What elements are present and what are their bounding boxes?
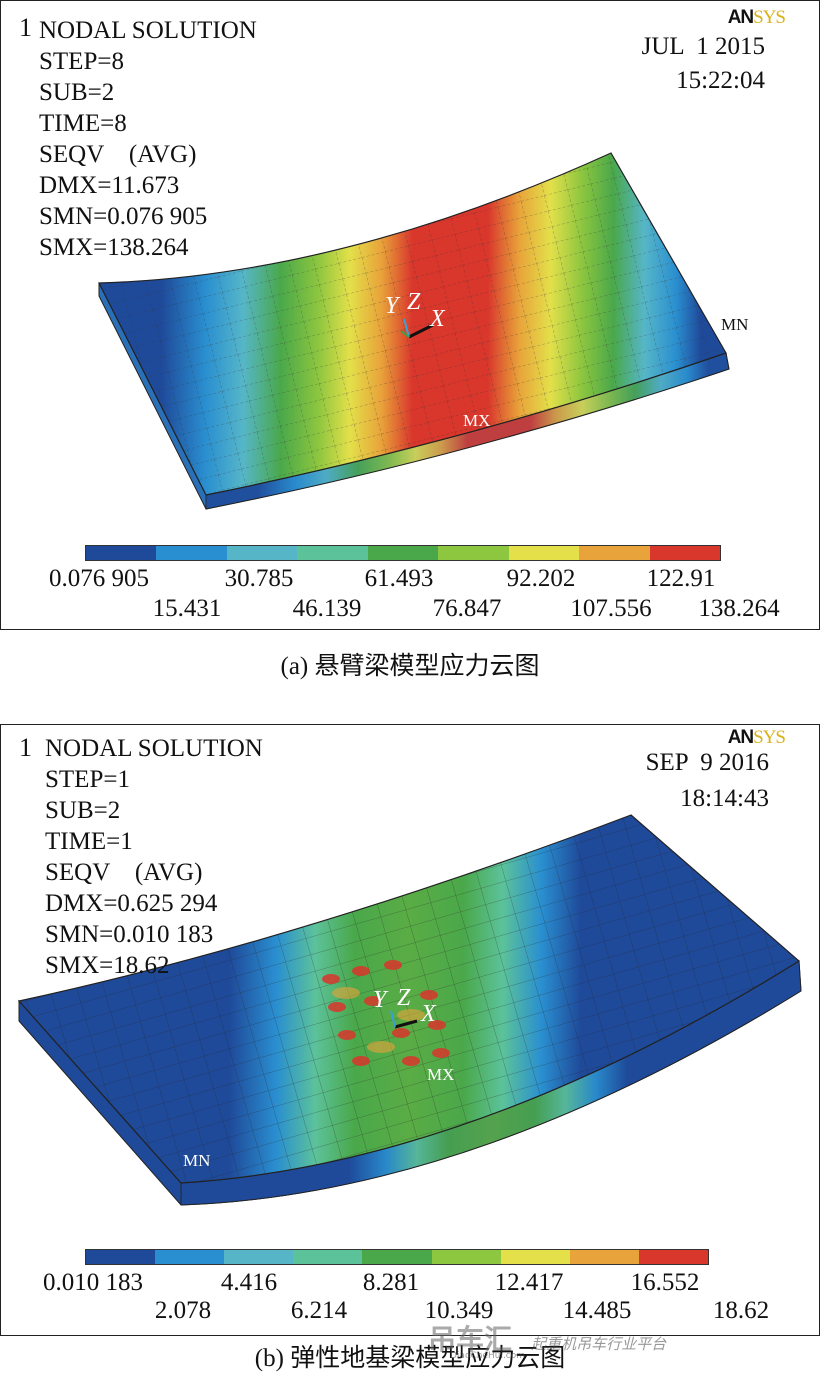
figure-number: 1 — [19, 733, 32, 762]
elastic-foundation-beam-contour-model — [17, 814, 802, 1206]
plot-time: 18:14:43 — [680, 785, 769, 812]
min-marker: MN — [183, 1151, 211, 1170]
stress-plot-panel-b: 1 NODAL SOLUTION STEP=1 SUB=2 TIME=1 SEQ… — [0, 724, 820, 1336]
info-line: NODAL SOLUTION — [39, 17, 257, 44]
info-line: SMN=0.010 183 — [45, 921, 214, 948]
watermark: 吊车汇 起重机吊车行业平台 DiaoCheHui.com — [428, 1318, 667, 1361]
legend-label: 0.010 183 — [43, 1269, 143, 1296]
legend-label: 107.556 — [570, 595, 652, 622]
legend-label: 4.416 — [220, 1269, 278, 1296]
color-legend-bar — [85, 545, 721, 561]
axis-triad-a — [400, 318, 434, 339]
legend-label: 122.91 — [646, 565, 716, 592]
axis-label-x: X — [421, 1001, 436, 1027]
legend-color-band — [569, 1250, 639, 1264]
legend-color-band — [500, 1250, 570, 1264]
info-line: SMX=18.62 — [45, 952, 170, 979]
legend-label: 6.214 — [290, 1297, 348, 1324]
legend-color-band — [86, 546, 157, 560]
axis-label-z: Z — [397, 985, 411, 1011]
legend-label: 46.139 — [292, 595, 362, 622]
legend-label: 76.847 — [432, 595, 502, 622]
info-line: SMN=0.076 905 — [39, 203, 208, 230]
ansys-logo: ANSYS — [727, 7, 786, 28]
cantilever-beam-contour-model — [98, 152, 730, 510]
max-marker: MX — [463, 411, 491, 430]
info-line: SUB=2 — [45, 797, 121, 824]
legend-color-band — [438, 546, 509, 560]
info-line: DMX=0.625 294 — [45, 890, 218, 917]
legend-label: 138.264 — [698, 595, 780, 622]
info-line: SUB=2 — [39, 79, 115, 106]
axis-label-z: Z — [407, 289, 421, 315]
info-line: TIME=8 — [39, 110, 127, 137]
watermark-url: DiaoCheHui.com — [450, 1351, 526, 1361]
legend-label: 10.349 — [424, 1297, 494, 1324]
info-line: STEP=1 — [45, 766, 130, 793]
legend-label: 18.62 — [712, 1297, 770, 1324]
info-line: STEP=8 — [39, 48, 124, 75]
legend-label: 15.431 — [152, 595, 222, 622]
legend-label: 61.493 — [364, 565, 434, 592]
legend-label: 8.281 — [362, 1269, 420, 1296]
ansys-logo: ANSYS — [727, 727, 786, 748]
stress-plot-panel-a: 1 NODAL SOLUTION STEP=8 SUB=2 TIME=8 SEQ… — [0, 0, 820, 630]
legend-color-band — [224, 1250, 294, 1264]
figure-number: 1 — [19, 13, 32, 42]
legend-color-band — [649, 546, 720, 560]
legend-label: 0.076 905 — [49, 565, 149, 592]
info-line: SEQV (AVG) — [39, 141, 197, 168]
plot-time: 15:22:04 — [676, 67, 765, 94]
axis-label-x: X — [430, 306, 445, 332]
caption-a: (a) 悬臂梁模型应力云图 — [280, 653, 540, 680]
legend-color-band — [226, 546, 298, 560]
plot-date: SEP 9 2016 — [645, 749, 769, 776]
plot-date: JUL 1 2015 — [641, 33, 765, 60]
axis-triad-b — [390, 1010, 418, 1029]
legend-label: 2.078 — [154, 1297, 212, 1324]
info-line: DMX=11.673 — [39, 172, 180, 199]
legend-color-band — [156, 546, 227, 560]
legend-color-band — [638, 1250, 708, 1264]
solution-info-list-b: NODAL SOLUTION STEP=1 SUB=2 TIME=1 SEQV … — [45, 733, 263, 981]
legend-label: 30.785 — [224, 565, 294, 592]
legend-label: 14.485 — [562, 1297, 632, 1324]
info-line: SMX=138.264 — [39, 234, 189, 261]
legend-color-band — [362, 1250, 432, 1264]
legend-label: 12.417 — [494, 1269, 564, 1296]
axis-label-y: Y — [385, 293, 399, 319]
legend-color-band — [431, 1250, 501, 1264]
color-legend-bar — [85, 1249, 709, 1265]
stress-concentration-spots — [322, 960, 450, 1066]
info-line: TIME=1 — [45, 828, 133, 855]
legend-color-band — [155, 1250, 225, 1264]
legend-label: 16.552 — [630, 1269, 700, 1296]
solution-info-list-a: NODAL SOLUTION STEP=8 SUB=2 TIME=8 SEQV … — [39, 15, 257, 263]
watermark-sub: 起重机吊车行业平台 — [531, 1335, 667, 1353]
axis-label-y: Y — [373, 987, 387, 1013]
info-line: SEQV (AVG) — [45, 859, 203, 886]
legend-color-band — [367, 546, 439, 560]
legend-label: 92.202 — [506, 565, 576, 592]
caption-b: (b) 弹性地基梁模型应力云图 — [254, 1345, 566, 1372]
legend-color-band — [297, 546, 368, 560]
min-marker: MN — [721, 315, 749, 334]
watermark-main: 吊车汇 — [428, 1323, 513, 1356]
legend-color-band — [579, 546, 650, 560]
legend-color-band — [86, 1250, 156, 1264]
info-line: NODAL SOLUTION — [45, 735, 263, 762]
legend-color-band — [508, 546, 580, 560]
legend-color-band — [293, 1250, 363, 1264]
max-marker: MX — [427, 1065, 455, 1084]
